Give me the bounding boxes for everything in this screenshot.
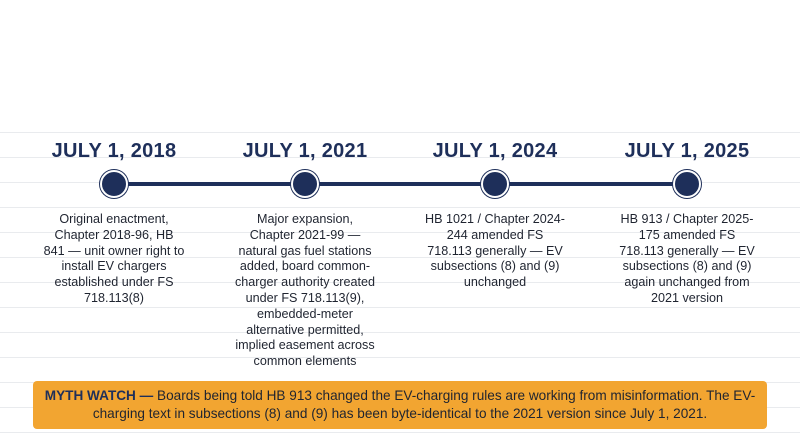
milestone-description: Major expansion, Chapter 2021-99 — natur… — [234, 212, 375, 369]
timeline-axis-line — [114, 182, 688, 186]
myth-watch-callout: MYTH WATCH — Boards being told HB 913 ch… — [33, 381, 767, 429]
callout-label: MYTH WATCH — — [44, 388, 154, 403]
milestone-date: JULY 1, 2024 — [432, 140, 558, 162]
milestone-description: HB 1021 / Chapter 2024-244 amended FS 71… — [424, 212, 566, 290]
milestone-dot-icon — [100, 170, 128, 198]
header-blank-area — [0, 0, 800, 118]
milestone-2024: JULY 1, 2024 HB 1021 / Chapter 2024-244 … — [415, 118, 575, 291]
milestone-dot-icon — [481, 170, 509, 198]
milestone-date: JULY 1, 2021 — [242, 140, 368, 162]
milestone-2025: JULY 1, 2025 HB 913 / Chapter 2025-175 a… — [607, 118, 767, 307]
timeline: JULY 1, 2018 Original enactment, Chapter… — [0, 118, 800, 378]
milestone-2018: JULY 1, 2018 Original enactment, Chapter… — [34, 118, 194, 307]
milestone-date: JULY 1, 2018 — [51, 140, 177, 162]
milestone-date: JULY 1, 2025 — [624, 140, 750, 162]
milestone-description: Original enactment, Chapter 2018-96, HB … — [43, 212, 185, 305]
milestone-description: HB 913 / Chapter 2025-175 amended FS 718… — [619, 212, 755, 305]
callout-text: Boards being told HB 913 changed the EV-… — [92, 388, 756, 421]
milestone-dot-icon — [673, 170, 701, 198]
milestone-dot-icon — [291, 170, 319, 198]
milestone-2021: JULY 1, 2021 Major expansion, Chapter 20… — [225, 118, 385, 370]
